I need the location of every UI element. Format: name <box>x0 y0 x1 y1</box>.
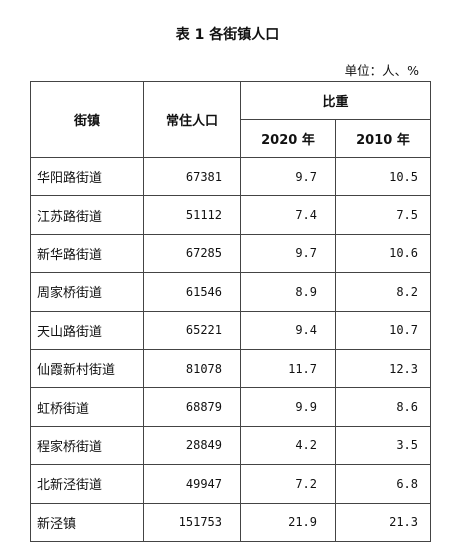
cell-ratio-2020: 8.9 <box>240 272 336 312</box>
header-street: 街镇 <box>30 81 144 158</box>
cell-street-name: 周家桥街道 <box>30 272 144 312</box>
cell-population: 68879 <box>143 387 241 427</box>
cell-street-name: 江苏路街道 <box>30 195 144 235</box>
table-row: 北新泾街道 49947 7.2 6.8 <box>30 464 432 504</box>
table-row: 江苏路街道 51112 7.4 7.5 <box>30 195 432 235</box>
cell-population: 61546 <box>143 272 241 312</box>
cell-street-name: 仙霞新村街道 <box>30 348 144 389</box>
cell-ratio-2010: 21.3 <box>334 502 432 542</box>
table-row: 仙霞新村街道 81078 11.7 12.3 <box>30 348 432 389</box>
table-row: 周家桥街道 61546 8.9 8.2 <box>30 272 432 312</box>
cell-population: 65221 <box>143 310 241 350</box>
cell-ratio-2010: 10.5 <box>334 156 432 197</box>
cell-ratio-2010: 7.5 <box>334 195 432 235</box>
table-row: 新华路街道 67285 9.7 10.6 <box>30 233 432 274</box>
unit-label: 单位：人、% <box>344 63 419 78</box>
cell-ratio-2020: 9.7 <box>240 233 336 274</box>
header-2010: 2010 年 <box>334 119 432 158</box>
cell-population: 28849 <box>143 425 241 466</box>
cell-ratio-2010: 10.7 <box>334 310 432 350</box>
cell-ratio-2020: 21.9 <box>240 502 336 542</box>
cell-ratio-2010: 6.8 <box>334 464 432 504</box>
cell-street-name: 天山路街道 <box>30 310 144 350</box>
cell-ratio-2010: 12.3 <box>334 348 432 389</box>
header-ratio: 比重 <box>239 81 432 120</box>
cell-ratio-2020: 11.7 <box>240 348 336 389</box>
header-2020: 2020 年 <box>240 119 336 158</box>
table-row: 天山路街道 65221 9.4 10.7 <box>30 310 432 350</box>
cell-street-name: 新泾镇 <box>30 502 144 542</box>
cell-ratio-2020: 9.7 <box>240 156 336 197</box>
cell-street-name: 北新泾街道 <box>30 464 144 504</box>
table-row: 华阳路街道 67381 9.7 10.5 <box>30 156 432 197</box>
population-table: 街镇 常住人口 比重 2020 年 2010 年 华阳路街道 67381 9.7 10… <box>30 81 432 542</box>
cell-ratio-2010: 10.6 <box>334 233 432 274</box>
cell-ratio-2010: 8.2 <box>334 272 432 312</box>
cell-population: 49947 <box>143 464 241 504</box>
table-row: 虹桥街道 68879 9.9 8.6 <box>30 387 432 427</box>
cell-ratio-2010: 8.6 <box>334 387 432 427</box>
header-population: 常住人口 <box>143 81 241 158</box>
table-row: 程家桥街道 28849 4.2 3.5 <box>30 425 432 466</box>
cell-ratio-2020: 7.2 <box>240 464 336 504</box>
cell-population: 67381 <box>143 156 241 197</box>
cell-ratio-2020: 9.4 <box>240 310 336 350</box>
cell-population: 151753 <box>143 502 241 542</box>
table-row: 新泾镇 151753 21.9 21.3 <box>30 502 432 542</box>
cell-population: 51112 <box>143 195 241 235</box>
cell-street-name: 程家桥街道 <box>30 425 144 466</box>
cell-ratio-2020: 7.4 <box>240 195 336 235</box>
cell-ratio-2020: 9.9 <box>240 387 336 427</box>
cell-ratio-2020: 4.2 <box>240 425 336 466</box>
cell-street-name: 虹桥街道 <box>30 387 144 427</box>
cell-population: 67285 <box>143 233 241 274</box>
cell-population: 81078 <box>143 348 241 389</box>
cell-street-name: 华阳路街道 <box>30 156 144 197</box>
table-title: 表 1 各街镇人口 <box>175 27 280 43</box>
cell-street-name: 新华路街道 <box>30 233 144 274</box>
cell-ratio-2010: 3.5 <box>334 425 432 466</box>
